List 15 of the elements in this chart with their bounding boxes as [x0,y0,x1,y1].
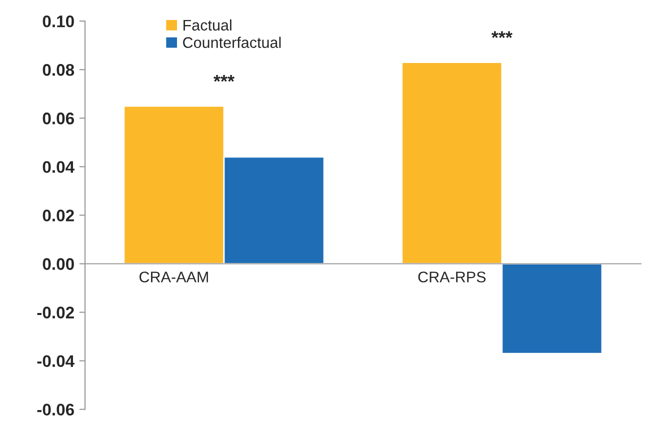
legend-label: Counterfactual [183,36,281,48]
legend-label: Factual [184,19,232,31]
annotation: *** [491,31,512,38]
y-tick-label: 0.02 [42,210,74,222]
y-tick-label: 0.06 [42,112,74,124]
y-tick-label: 0.04 [42,161,75,173]
y-tick-label: -0.02 [37,306,74,318]
annotation: *** [214,74,235,82]
y-tick-label: -0.04 [37,355,75,368]
y-tick-label: 0.08 [42,64,74,76]
x-tick-label: CRA-AAM [140,272,208,282]
x-tick-label: CRA-RPS [418,272,486,282]
y-tick-label: -0.06 [37,404,74,416]
y-tick-label: 0.00 [42,258,74,270]
y-tick-label: 0.10 [42,16,74,28]
